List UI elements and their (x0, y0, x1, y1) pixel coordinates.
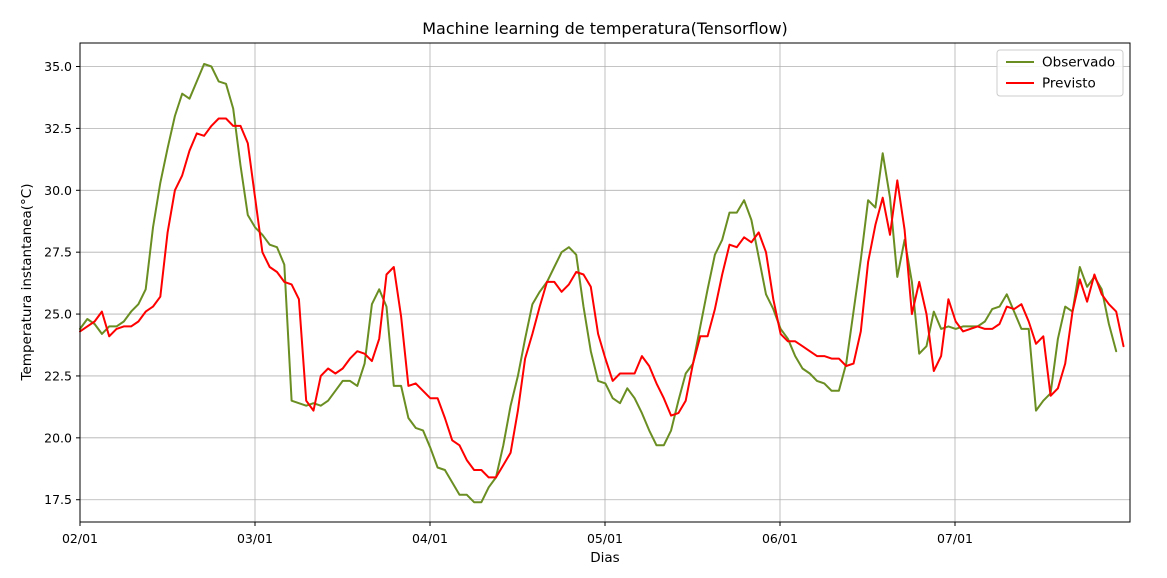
legend: Observado Previsto (996, 49, 1124, 97)
x-tick-label: 04/01 (412, 531, 448, 546)
y-axis: 17.5 20.0 22.5 25.0 27.5 30.0 32.5 35.0 (44, 59, 80, 507)
x-tick-label: 05/01 (587, 531, 623, 546)
series-line-previsto (79, 117, 1125, 479)
legend-label-previsto: Previsto (1042, 76, 1096, 92)
series-line-observado (79, 63, 1118, 504)
x-tick-label: 07/01 (937, 531, 973, 546)
y-tick-label: 32.5 (44, 121, 72, 136)
series-group (79, 63, 1125, 504)
x-tick-label: 06/01 (762, 531, 798, 546)
y-tick-label: 35.0 (44, 59, 72, 74)
y-tick-label: 20.0 (44, 430, 72, 445)
y-tick-label: 25.0 (44, 307, 72, 322)
y-axis-label: Temperatura instantanea(°C) (19, 184, 35, 382)
chart-title: Machine learning de temperatura(Tensorfl… (422, 19, 788, 38)
y-tick-label: 17.5 (44, 492, 72, 507)
x-tick-label: 03/01 (237, 531, 273, 546)
x-axis: 02/01 03/01 04/01 05/01 06/01 07/01 (62, 522, 973, 546)
x-tick-label: 02/01 (62, 531, 98, 546)
legend-label-observado: Observado (1042, 55, 1115, 71)
y-tick-label: 27.5 (44, 245, 72, 260)
y-tick-label: 22.5 (44, 368, 72, 383)
y-tick-label: 30.0 (44, 183, 72, 198)
x-axis-label: Dias (590, 550, 619, 566)
grid (79, 43, 1130, 522)
